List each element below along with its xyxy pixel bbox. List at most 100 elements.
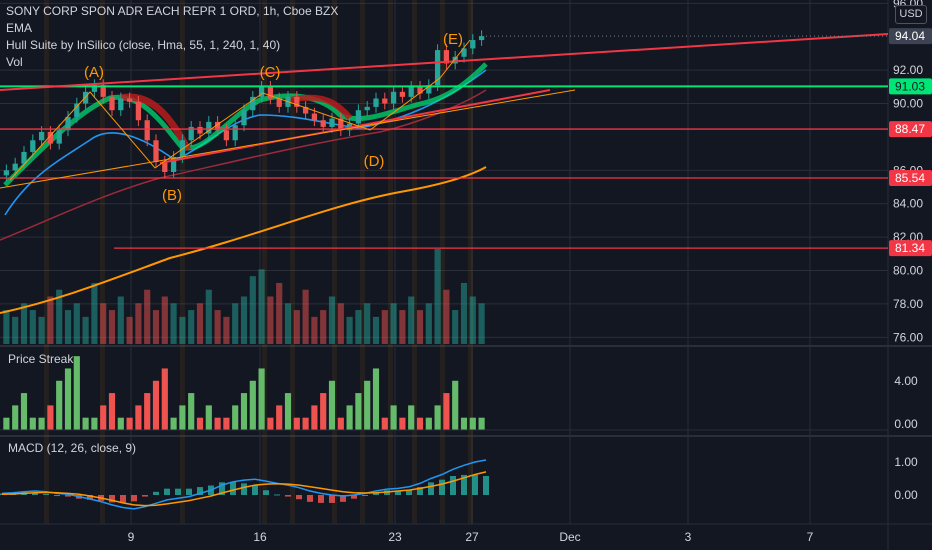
streak-bar	[443, 393, 450, 430]
volume-bar	[135, 303, 142, 344]
candle-body	[188, 126, 194, 141]
candle-body	[426, 85, 432, 94]
macd-tick-label: 1.00	[894, 455, 918, 469]
streak-bar	[205, 405, 212, 430]
macd-histogram-bar	[153, 491, 159, 495]
volume-bar	[372, 316, 380, 344]
streak-tick-label: 4.00	[894, 374, 918, 388]
candle-body	[452, 56, 458, 64]
session-shading	[44, 0, 473, 524]
macd-histogram-bar	[450, 475, 456, 495]
volume-bar	[223, 316, 230, 344]
streak-bar	[108, 393, 116, 430]
macd-histogram-bar	[263, 490, 269, 495]
candle-body	[144, 120, 150, 141]
streak-bar	[416, 417, 424, 430]
streak-bar	[188, 393, 195, 430]
macd-histogram-bar	[109, 495, 115, 503]
candle-body	[355, 110, 362, 124]
price-streak-pane	[0, 356, 888, 431]
candle-body	[417, 86, 423, 94]
candle-body	[267, 86, 274, 99]
volume-bar	[56, 289, 63, 344]
volume-bar	[38, 316, 45, 344]
streak-bar	[249, 380, 256, 430]
streak-bar	[12, 405, 19, 430]
streak-tick-label: 0.00	[894, 417, 918, 431]
candle-body	[3, 170, 10, 176]
streak-bar	[100, 405, 107, 430]
macd-histogram-bar	[329, 495, 335, 503]
macd-histogram-bar	[164, 488, 170, 495]
price-axis[interactable]: 96.0092.0090.0086.0084.0082.0080.0078.00…	[889, 0, 932, 502]
volume-bar	[179, 316, 186, 344]
volume-bar	[302, 289, 309, 344]
time-axis[interactable]: 9 16 23 27 Dec 3 7	[0, 523, 932, 544]
volume-bar	[29, 310, 36, 344]
macd-histogram-bar	[241, 483, 247, 495]
candle-body	[478, 36, 485, 41]
volume-bar	[47, 296, 54, 344]
volume-bar	[337, 303, 344, 344]
volume-bar	[73, 303, 80, 344]
streak-bar	[478, 417, 485, 430]
abcde-wave-path	[9, 39, 471, 181]
currency-badge[interactable]: USD	[895, 5, 927, 24]
streak-bar	[91, 417, 98, 430]
price-tick-label: 80.00	[893, 264, 923, 278]
macd-histogram-bar	[175, 488, 181, 495]
volume-bar	[258, 269, 265, 344]
volume-bar	[64, 310, 72, 344]
volume-bar	[320, 310, 327, 344]
candle-body	[382, 98, 388, 104]
candle-body	[399, 91, 406, 97]
candle-body	[38, 131, 45, 141]
streak-bar	[29, 417, 36, 430]
ema-200-line	[0, 166, 487, 314]
candle-body	[364, 106, 370, 111]
price-tick-label: 84.00	[893, 197, 923, 211]
symbol-title[interactable]: SONY CORP SPON ADR EACH REPR 1 ORD, 1h, …	[6, 4, 339, 18]
candle-body	[65, 116, 71, 131]
sma-line	[0, 89, 487, 241]
macd-histogram-bar	[406, 489, 412, 495]
volume-legend[interactable]: Vol	[6, 55, 23, 69]
macd-histogram-bar	[307, 495, 313, 502]
volume-bar	[117, 296, 124, 344]
candle-body	[21, 151, 27, 164]
volume-bar	[188, 310, 195, 344]
ema-legend[interactable]: EMA	[6, 21, 33, 35]
macd-label[interactable]: MACD (12, 26, close, 9)	[8, 441, 137, 455]
candle-body	[258, 86, 265, 97]
wave-label: (D)	[364, 153, 385, 170]
streak-bar	[302, 417, 309, 430]
candle-body	[170, 156, 177, 172]
price-streak-label[interactable]: Price Streak	[8, 352, 74, 366]
wave-label: (B)	[162, 187, 182, 204]
session-stripe	[262, 0, 267, 524]
streak-bar	[267, 417, 274, 430]
volume-bar	[434, 249, 441, 344]
volume-bar	[3, 310, 10, 344]
macd-histogram-bar	[142, 495, 148, 497]
hull-suite-legend[interactable]: Hull Suite by InSilico (close, Hma, 55, …	[6, 38, 281, 52]
macd-histogram-bar	[461, 474, 467, 495]
streak-bar	[223, 417, 230, 430]
candle-body	[82, 91, 89, 104]
streak-bar	[399, 417, 406, 430]
volume-bar	[355, 310, 362, 344]
session-stripe	[360, 0, 365, 524]
candle-body	[329, 118, 335, 127]
price-label-box	[889, 121, 932, 138]
wave-label: (E)	[443, 31, 463, 48]
candle-body	[47, 131, 54, 144]
volume-bar	[416, 310, 424, 344]
volume-bar	[381, 310, 388, 344]
streak-bar	[56, 380, 63, 430]
streak-bar	[126, 417, 133, 430]
volume-bar	[408, 296, 415, 344]
trendline-drawings[interactable]: (A) (B) (C) (D) (E)	[0, 31, 889, 249]
macd-histogram-bar	[87, 495, 93, 500]
